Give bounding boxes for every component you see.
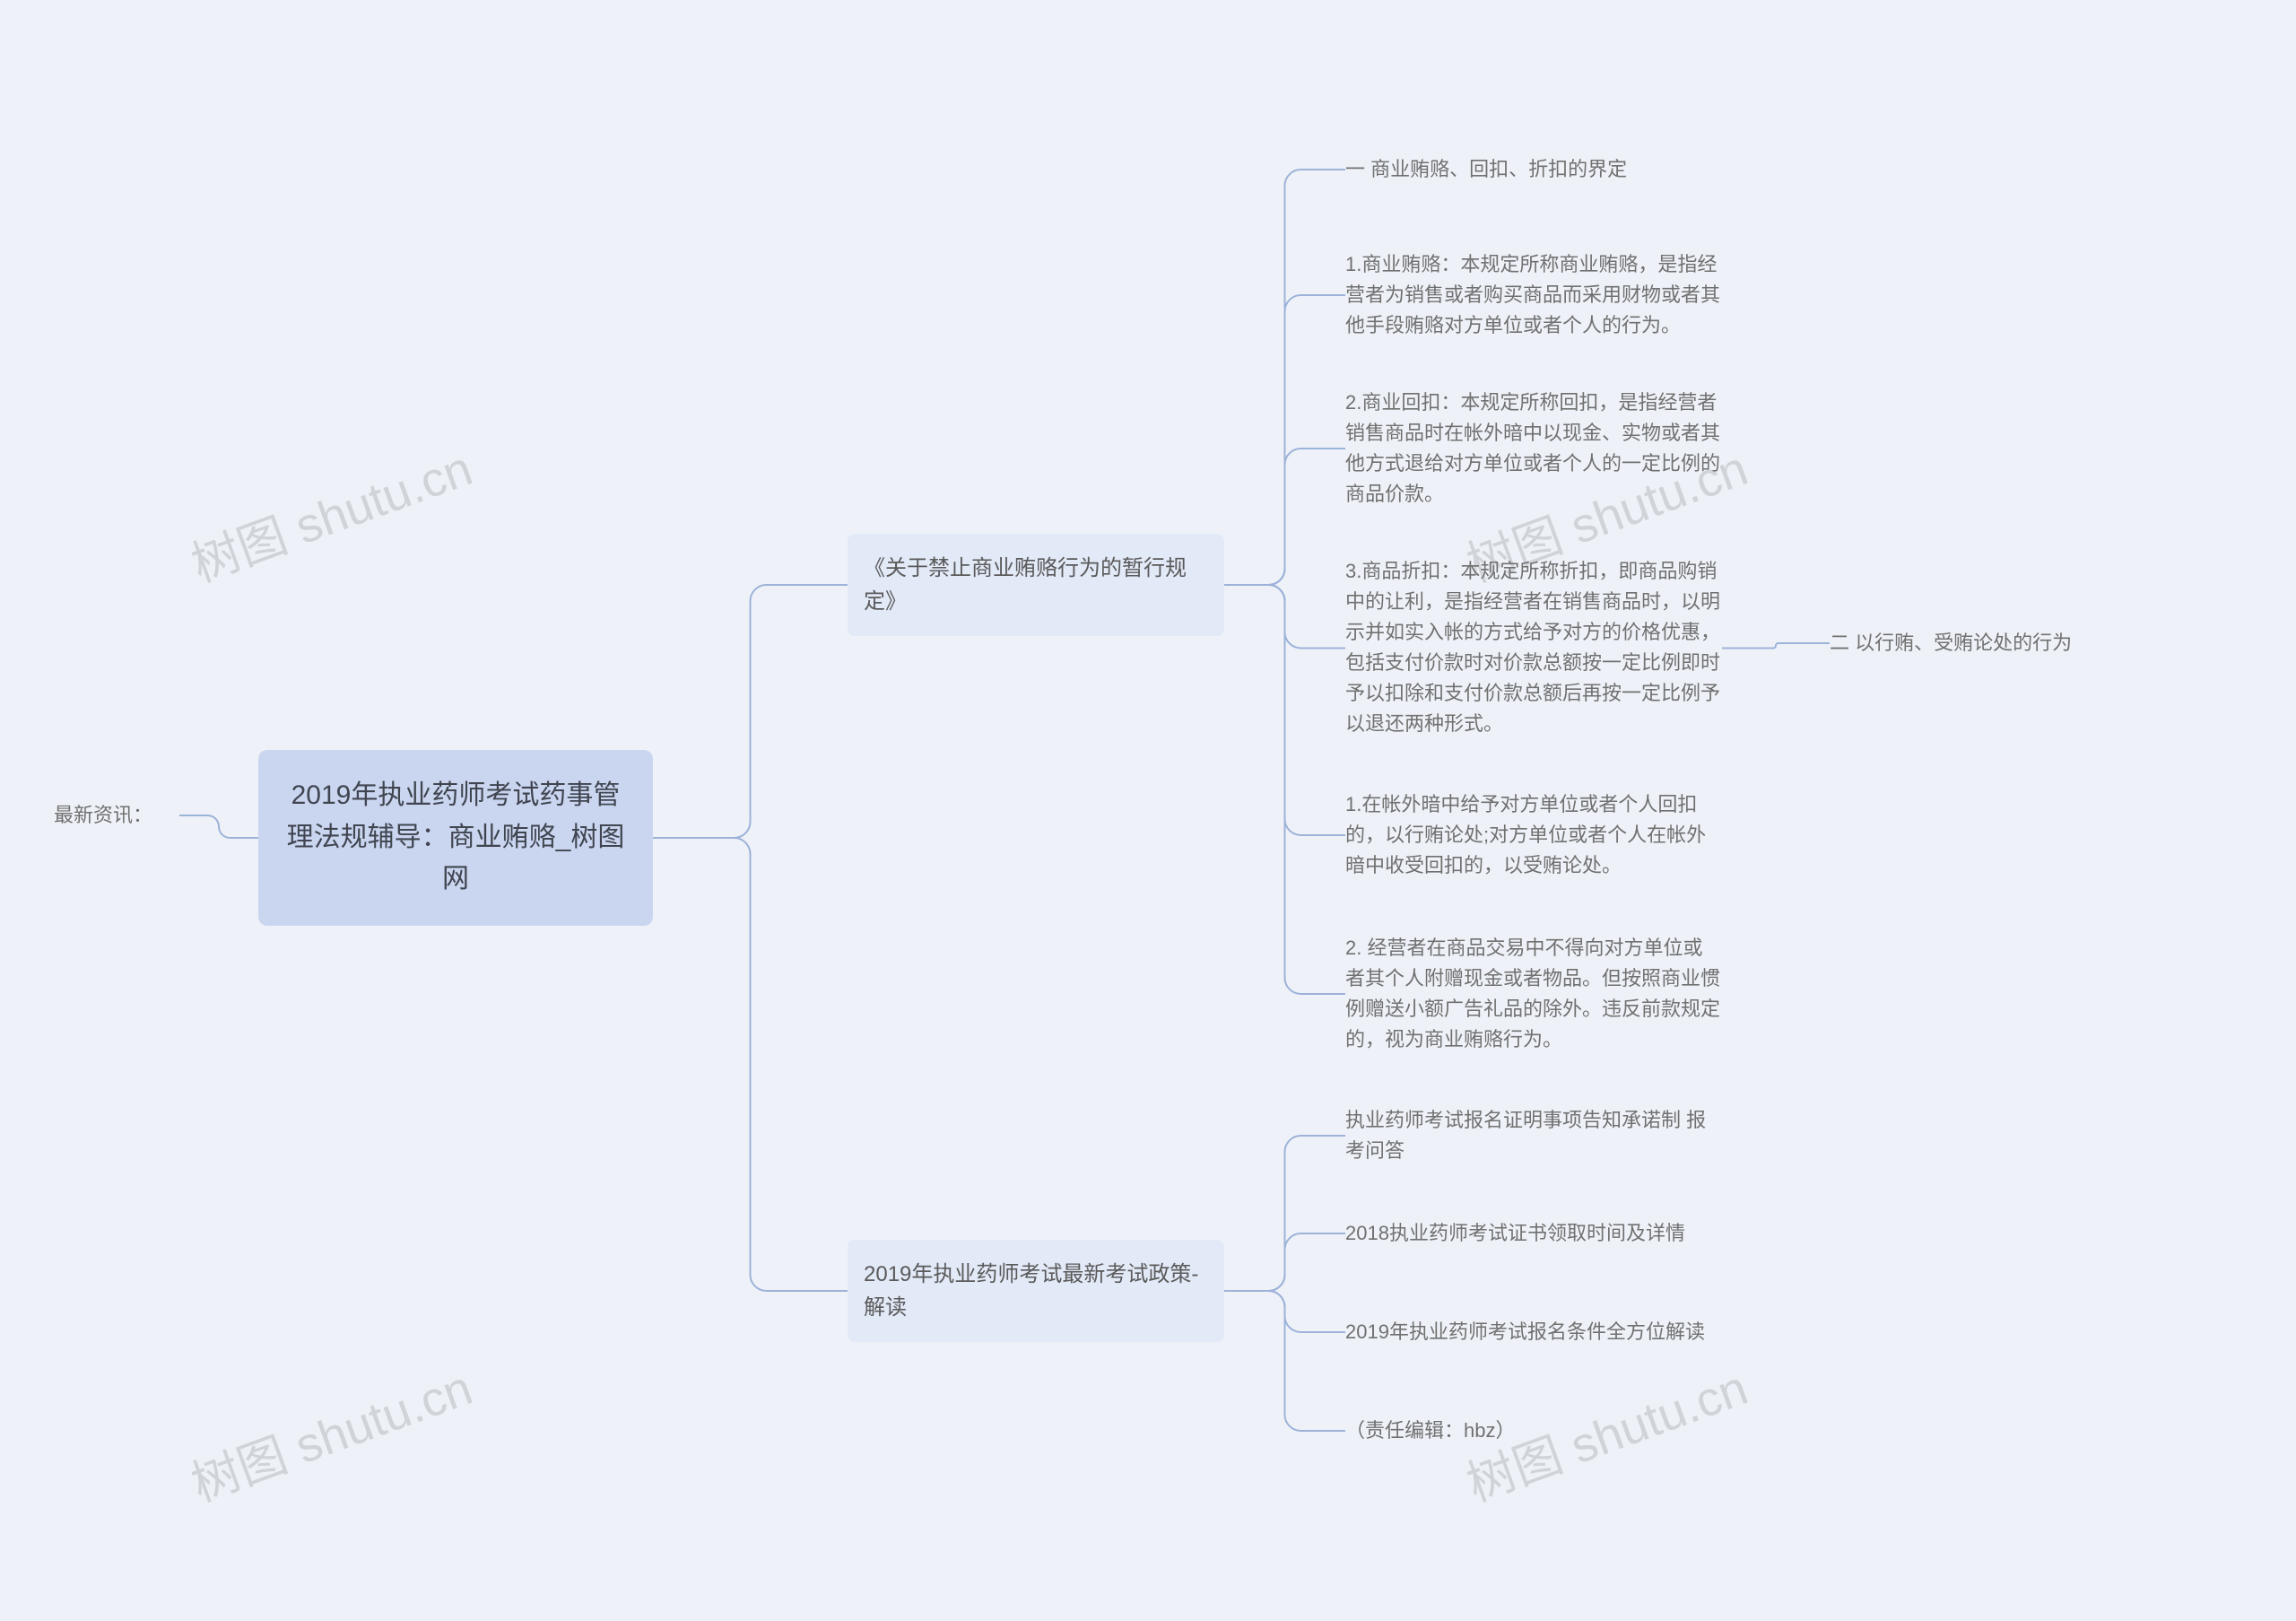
branch-node-b1: 《关于禁止商业贿赂行为的暂行规定》	[848, 534, 1224, 636]
leaf-node-l2: 1.商业贿赂：本规定所称商业贿赂，是指经营者为销售或者购买商品而采用财物或者其他…	[1345, 249, 1722, 341]
leaf-node-l3: 2.商业回扣：本规定所称回扣，是指经营者销售商品时在帐外暗中以现金、实物或者其他…	[1345, 388, 1722, 510]
leaf-node-l8: 2018执业药师考试证书领取时间及详情	[1345, 1218, 1722, 1249]
watermark: 树图 shutu.cn	[180, 1348, 480, 1515]
root-node: 2019年执业药师考试药事管理法规辅导：商业贿赂_树图网	[258, 750, 653, 926]
watermark: 树图 shutu.cn	[180, 429, 480, 596]
leaf-node-l1: 一 商业贿赂、回扣、折扣的界定	[1345, 154, 1722, 185]
leaf-node-l5: 1.在帐外暗中给予对方单位或者个人回扣的，以行贿论处;对方单位或者个人在帐外暗中…	[1345, 789, 1722, 881]
leaf-node-l10: （责任编辑：hbz）	[1345, 1416, 1722, 1446]
side-left-label: 最新资讯：	[54, 800, 179, 831]
leaf-node-l7: 执业药师考试报名证明事项告知承诺制 报考问答	[1345, 1105, 1722, 1166]
branch-node-b2: 2019年执业药师考试最新考试政策-解读	[848, 1240, 1224, 1342]
leaf-node-l6: 2. 经营者在商品交易中不得向对方单位或者其个人附赠现金或者物品。但按照商业惯例…	[1345, 933, 1722, 1055]
leaf-node-l9: 2019年执业药师考试报名条件全方位解读	[1345, 1317, 1722, 1347]
leaf-node-l4: 3.商品折扣：本规定所称折扣，即商品购销中的让利，是指经营者在销售商品时，以明示…	[1345, 556, 1722, 740]
leaf-child-l4c: 二 以行贿、受贿论处的行为	[1830, 628, 2126, 658]
